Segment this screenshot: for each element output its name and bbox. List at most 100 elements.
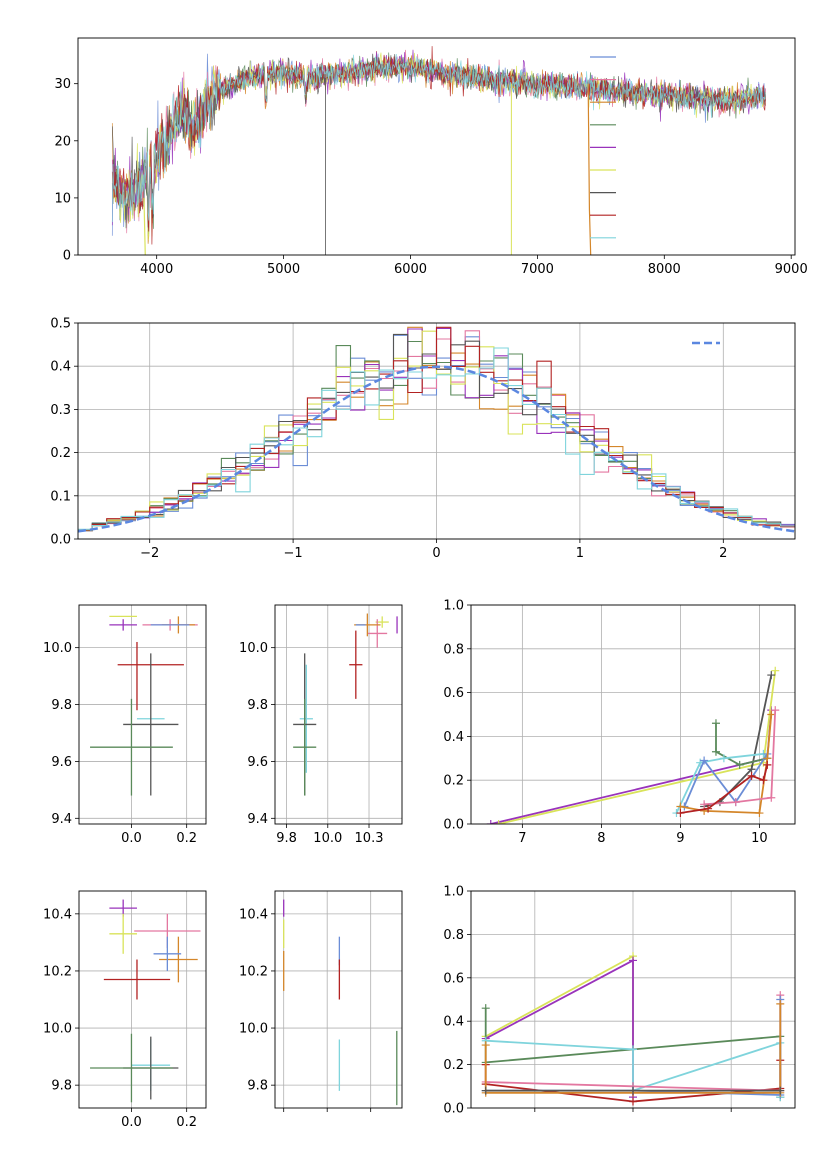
- y-tick-label: 0.2: [443, 1058, 464, 1073]
- spectrum-frame: [77, 37, 796, 256]
- error-bar-point: [109, 619, 137, 631]
- weight-line: [485, 954, 634, 1091]
- weight-marker: [767, 710, 776, 719]
- age-vs-mass-frame: [274, 604, 403, 825]
- y-tick-label: 0: [63, 249, 71, 264]
- y-tick-label: 10.4: [43, 907, 72, 922]
- weight-marker: [629, 1086, 637, 1095]
- age-vs-mass-plot-area: [293, 613, 398, 796]
- error-bar-point: [299, 664, 313, 773]
- age-vs-z-axes: 0.0 0.2 9.4 9.6 9.8 10.0: [43, 604, 207, 846]
- weight-vs-age-plot-area: [486, 666, 780, 824]
- weight-marker: [629, 1097, 637, 1106]
- age-vs-mass-axes: 9.8 10.0 10.3 9.4 9.6 9.8 10.0: [239, 604, 403, 846]
- x-tick-label: 9.8: [276, 831, 297, 846]
- spectrum-plot-area: [111, 46, 766, 255]
- spectrum-spike: [587, 83, 592, 255]
- weight-marker: [735, 760, 744, 769]
- x-tick-label: 9: [676, 831, 684, 846]
- y-tick-label: 9.6: [247, 755, 268, 770]
- error-bar-point: [103, 959, 171, 1000]
- weight-marker: [711, 747, 720, 756]
- y-tick-label: 9.6: [51, 755, 72, 770]
- weight-marker: [704, 804, 713, 813]
- weight-line: [704, 710, 777, 806]
- weight-marker: [776, 999, 785, 1008]
- error-bar-point: [90, 1033, 173, 1103]
- x-tick-label: 10: [751, 831, 768, 846]
- weight-marker: [747, 771, 756, 780]
- spectrum-spike: [143, 197, 146, 255]
- y-tick-label: 0.1: [50, 489, 71, 504]
- x-tick-label: 7: [518, 831, 526, 846]
- weight-line: [485, 958, 634, 1098]
- y-tick-label: 0.8: [443, 642, 464, 657]
- spectrum-line: [111, 53, 766, 236]
- y-tick-label: 0.6: [443, 686, 464, 701]
- y-tick-label: 0.3: [50, 403, 71, 418]
- y-tick-label: 10.0: [239, 641, 268, 656]
- x-tick-label: 0.2: [176, 831, 197, 846]
- mass-vs-z-axes: 0.0 0.2 9.8 10.0 10.2 10.4: [43, 890, 207, 1130]
- weight-vs-z-frame: [470, 890, 796, 1109]
- error-bar-point: [349, 630, 363, 699]
- weight-vs-z-axes: 0.0 0.2 0.4 0.6 0.8 1.0: [443, 885, 796, 1117]
- x-tick-label: 0.2: [176, 1115, 197, 1130]
- error-bar-point: [159, 936, 198, 983]
- y-tick-label: 0.4: [443, 1015, 464, 1030]
- mass-vs-ebv-plot-area: [283, 899, 398, 1106]
- error-bar-point: [293, 698, 317, 796]
- weight-marker: [481, 1041, 490, 1050]
- mass-vs-z-frame: [78, 890, 207, 1109]
- y-tick-label: 0.0: [50, 533, 71, 548]
- y-tick-label: 0.4: [50, 360, 71, 375]
- y-tick-label: 0.6: [443, 971, 464, 986]
- error-bar-point: [123, 653, 179, 796]
- residuals-axes: −2 −1 0 1 2 0.0 0.1 0.2 0.3 0.4 0.5: [50, 317, 796, 561]
- weight-marker: [771, 666, 780, 675]
- mass-vs-ebv-frame: [274, 890, 403, 1109]
- x-tick-label: 6000: [394, 262, 427, 277]
- residuals-plot-area: [78, 326, 795, 533]
- weight-vs-age-frame: [470, 604, 796, 825]
- weight-marker: [676, 809, 685, 818]
- weight-marker: [767, 671, 776, 680]
- spectrum-line: [111, 50, 766, 244]
- weight-marker: [481, 1086, 490, 1095]
- x-tick-label: 7000: [521, 262, 554, 277]
- error-bar-point: [90, 698, 173, 796]
- age-vs-z-plot-area: [90, 615, 198, 796]
- x-tick-label: 8000: [648, 262, 681, 277]
- x-tick-label: 9000: [775, 262, 808, 277]
- weight-marker: [700, 800, 709, 809]
- weight-vs-z-plot-area: [481, 952, 785, 1106]
- x-tick-label: 4000: [140, 262, 173, 277]
- weight-marker: [755, 809, 764, 818]
- y-tick-label: 10: [54, 191, 71, 206]
- weight-marker: [700, 756, 709, 765]
- weight-marker: [486, 820, 495, 824]
- y-tick-label: 10.2: [43, 964, 72, 979]
- x-tick-label: 2: [719, 546, 727, 561]
- mass-vs-z-plot-area: [90, 899, 201, 1103]
- y-tick-label: 30: [54, 77, 71, 92]
- x-tick-label: 0.0: [121, 831, 142, 846]
- x-tick-label: 10.3: [355, 831, 384, 846]
- y-tick-label: 10.0: [239, 1022, 268, 1037]
- weight-marker: [776, 1086, 785, 1095]
- y-tick-label: 10.0: [43, 641, 72, 656]
- y-tick-label: 20: [54, 134, 71, 149]
- mass-vs-ebv-axes: 9.8 10.0 10.2 10.4: [239, 890, 403, 1112]
- weight-marker: [767, 793, 776, 802]
- y-tick-label: 0.0: [443, 1102, 464, 1117]
- residuals-frame: [77, 322, 796, 540]
- weight-line: [490, 710, 773, 824]
- x-tick-label: −1: [284, 546, 303, 561]
- histogram-step: [78, 347, 795, 530]
- weight-marker: [481, 1004, 490, 1013]
- y-tick-label: 10.2: [239, 964, 268, 979]
- y-tick-label: 0.2: [50, 446, 71, 461]
- y-tick-label: 9.8: [247, 1079, 268, 1094]
- y-tick-label: 0.5: [50, 317, 71, 332]
- y-tick-label: 0.2: [443, 774, 464, 789]
